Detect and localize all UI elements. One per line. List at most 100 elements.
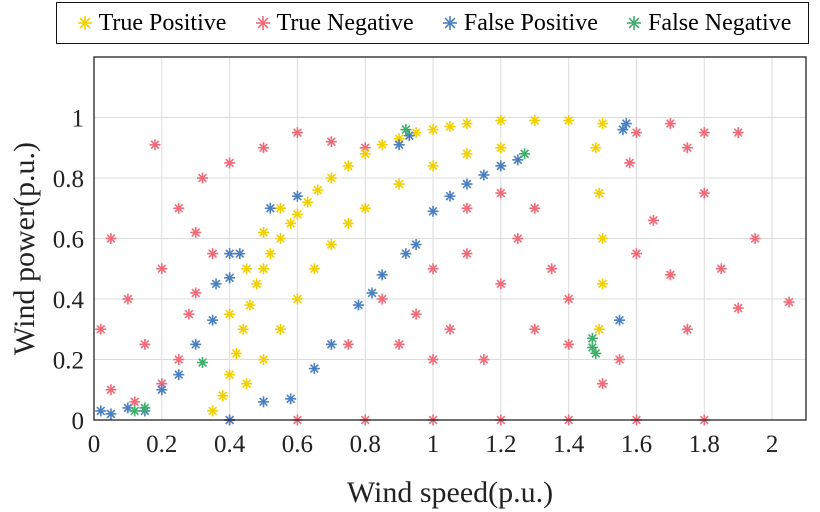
true-positive-point xyxy=(230,347,242,359)
true-positive-point xyxy=(274,202,286,214)
x-tick-label: 1.4 xyxy=(553,431,585,458)
true-negative-point xyxy=(647,214,659,226)
x-tick-label: 1.8 xyxy=(689,431,720,458)
false-positive-point xyxy=(461,178,473,190)
false-positive-point xyxy=(512,154,524,166)
false-positive-point xyxy=(210,278,222,290)
false-positive-point xyxy=(224,272,236,284)
true-negative-point xyxy=(630,248,642,260)
true-negative-point xyxy=(342,338,354,350)
false-negative-point xyxy=(139,402,151,414)
true-negative-point xyxy=(207,248,219,260)
true-negative-point xyxy=(444,323,456,335)
true-positive-point xyxy=(325,172,337,184)
x-tick-label: 0 xyxy=(88,431,101,458)
true-negative-point xyxy=(393,338,405,350)
true-negative-point xyxy=(495,278,507,290)
true-positive-point xyxy=(312,184,324,196)
true-positive-point xyxy=(444,121,456,133)
true-positive-point xyxy=(258,263,270,275)
y-tick-label: 0.8 xyxy=(53,166,84,193)
true-negative-point xyxy=(698,127,710,139)
true-positive-point xyxy=(285,217,297,229)
true-positive-point xyxy=(274,323,286,335)
false-positive-point xyxy=(478,169,490,181)
legend-asterisk-icon xyxy=(627,16,642,30)
true-negative-point xyxy=(563,293,575,305)
true-negative-point xyxy=(105,233,117,244)
true-negative-point xyxy=(681,323,693,335)
true-positive-point xyxy=(325,239,337,251)
x-tick-label: 0.4 xyxy=(214,431,246,458)
true-negative-point xyxy=(546,263,558,275)
y-tick-label: 0.4 xyxy=(53,287,85,314)
true-positive-point xyxy=(359,202,371,214)
true-negative-point xyxy=(190,287,202,299)
false-negative-point xyxy=(129,405,141,417)
false-positive-point xyxy=(352,299,364,311)
true-negative-point xyxy=(478,354,490,365)
true-negative-point xyxy=(614,354,626,365)
false-negative-point xyxy=(519,148,531,160)
true-negative-point xyxy=(325,136,337,148)
true-negative-point xyxy=(698,187,710,199)
false-positive-point xyxy=(614,314,626,326)
true-negative-point xyxy=(495,187,507,199)
x-tick-label: 2 xyxy=(766,431,779,458)
true-negative-point xyxy=(461,248,473,260)
false-positive-point xyxy=(376,269,388,281)
legend-label: True Negative xyxy=(276,9,414,36)
true-negative-point xyxy=(732,302,744,314)
true-positive-point xyxy=(597,233,609,244)
false-positive-point xyxy=(234,248,246,260)
false-positive-point xyxy=(291,190,303,202)
true-negative-point xyxy=(597,378,609,390)
true-positive-point xyxy=(241,263,253,275)
x-tick-label: 1.6 xyxy=(621,431,652,458)
false-positive-point xyxy=(325,338,337,350)
y-axis-label: Wind power(p.u.) xyxy=(8,142,41,355)
false-positive-point xyxy=(366,287,378,299)
true-positive-point xyxy=(597,278,609,290)
true-negative-point xyxy=(156,263,168,275)
false-positive-point xyxy=(427,205,439,217)
false-positive-point xyxy=(393,139,405,151)
true-negative-point xyxy=(291,127,303,139)
legend-item-false-positive: False Positive xyxy=(439,10,598,37)
true-positive-point xyxy=(291,293,303,305)
legend-item-false-negative: False Negative xyxy=(623,10,791,37)
true-positive-point xyxy=(224,308,236,320)
true-negative-point xyxy=(630,127,642,139)
true-positive-point xyxy=(461,148,473,160)
false-positive-point xyxy=(156,384,168,396)
true-negative-point xyxy=(139,338,151,350)
true-positive-point xyxy=(597,118,609,130)
true-negative-point xyxy=(783,296,795,308)
false-negative-point xyxy=(400,124,412,136)
true-negative-point xyxy=(224,157,236,169)
true-positive-point xyxy=(224,369,236,381)
true-negative-point xyxy=(529,202,541,214)
true-negative-point xyxy=(664,118,676,130)
true-negative-point xyxy=(715,263,727,275)
true-positive-point xyxy=(258,226,270,238)
false-positive-point xyxy=(207,314,219,326)
chart-legend: True Positive True Negative False Positive… xyxy=(56,2,809,44)
true-negative-point xyxy=(749,233,761,244)
legend-label: False Negative xyxy=(648,9,792,36)
false-positive-point xyxy=(285,393,297,405)
true-positive-point xyxy=(393,178,405,190)
true-positive-point xyxy=(495,115,507,127)
true-negative-point xyxy=(196,172,208,184)
true-positive-point xyxy=(241,378,253,390)
true-negative-point xyxy=(624,157,636,169)
true-negative-point xyxy=(529,323,541,335)
true-positive-point xyxy=(593,187,605,199)
true-negative-point xyxy=(563,338,575,350)
true-positive-point xyxy=(237,323,249,335)
grid-lines xyxy=(93,57,806,421)
legend-item-true-negative: True Negative xyxy=(252,10,414,37)
legend-item-true-positive: True Positive xyxy=(74,10,226,37)
true-positive-point xyxy=(359,148,371,160)
